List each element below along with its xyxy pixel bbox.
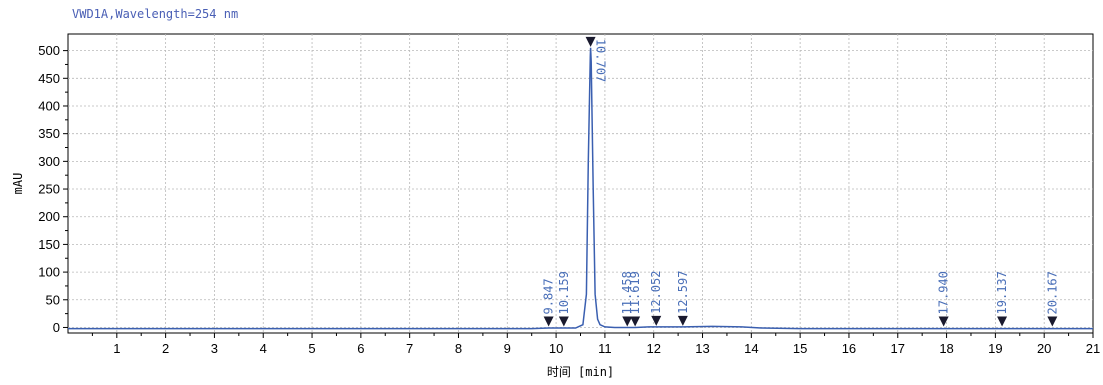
x-axis-title: 时间 [min] — [547, 365, 614, 379]
x-tick-label: 5 — [308, 341, 315, 356]
x-tick-label: 1 — [113, 341, 120, 356]
y-tick-label: 350 — [38, 126, 60, 141]
peak-marker — [1047, 316, 1058, 327]
peak-label: 10.159 — [557, 271, 571, 314]
y-axis-title: mAU — [11, 173, 25, 195]
peak-label: 10.707 — [594, 39, 608, 82]
x-tick-label: 19 — [988, 341, 1002, 356]
x-tick-label: 10 — [549, 341, 563, 356]
x-tick-label: 2 — [162, 341, 169, 356]
peak-marker — [938, 316, 949, 327]
x-tick-label: 18 — [939, 341, 953, 356]
x-tick-label: 7 — [406, 341, 413, 356]
y-tick-label: 500 — [38, 43, 60, 58]
x-tick-label: 6 — [357, 341, 364, 356]
y-tick-label: 450 — [38, 71, 60, 86]
peak-label: 11.458 — [620, 271, 634, 314]
peak-marker — [543, 316, 554, 327]
x-tick-label: 9 — [504, 341, 511, 356]
peak-label: 17.940 — [937, 271, 951, 314]
x-tick-label: 4 — [260, 341, 267, 356]
y-tick-label: 100 — [38, 265, 60, 280]
peak-label: 9.847 — [542, 278, 556, 314]
peak-marker — [997, 316, 1008, 327]
grid-lines — [68, 34, 1093, 333]
x-tick-label: 8 — [455, 341, 462, 356]
peak-marker — [558, 316, 569, 327]
signal-trace — [68, 47, 1093, 330]
chart-title: VWD1A,Wavelength=254 nm — [72, 7, 238, 21]
x-tick-label: 20 — [1037, 341, 1051, 356]
peak-label: 12.597 — [676, 271, 690, 314]
y-tick-label: 0 — [53, 320, 60, 335]
x-tick-label: 14 — [744, 341, 758, 356]
peak-marker — [651, 315, 662, 326]
x-tick-label: 3 — [211, 341, 218, 356]
peak-marker — [585, 36, 596, 47]
x-tick-label: 16 — [842, 341, 856, 356]
peak-label: 12.052 — [649, 271, 663, 314]
y-tick-label: 300 — [38, 154, 60, 169]
peak-label: 20.167 — [1045, 271, 1059, 314]
x-tick-label: 21 — [1086, 341, 1100, 356]
y-tick-label: 200 — [38, 209, 60, 224]
y-tick-label: 150 — [38, 237, 60, 252]
peak-marker — [630, 316, 641, 327]
y-tick-label: 400 — [38, 98, 60, 113]
peak-label: 11.619 — [628, 271, 642, 314]
axis-ticks: 1 2 3 4 5 6 7 8 9 10 11 12 13 14 15 16 17 18 19 20 210501001… — [38, 43, 1100, 356]
y-tick-label: 250 — [38, 182, 60, 197]
x-tick-label: 12 — [646, 341, 660, 356]
x-tick-label: 11 — [598, 341, 612, 356]
peak-label: 19.137 — [995, 271, 1009, 314]
x-tick-label: 15 — [793, 341, 807, 356]
y-tick-label: 50 — [46, 292, 60, 307]
x-tick-label: 17 — [891, 341, 905, 356]
peak-marker — [622, 316, 633, 327]
peak-marker — [677, 315, 688, 326]
x-tick-label: 13 — [695, 341, 709, 356]
